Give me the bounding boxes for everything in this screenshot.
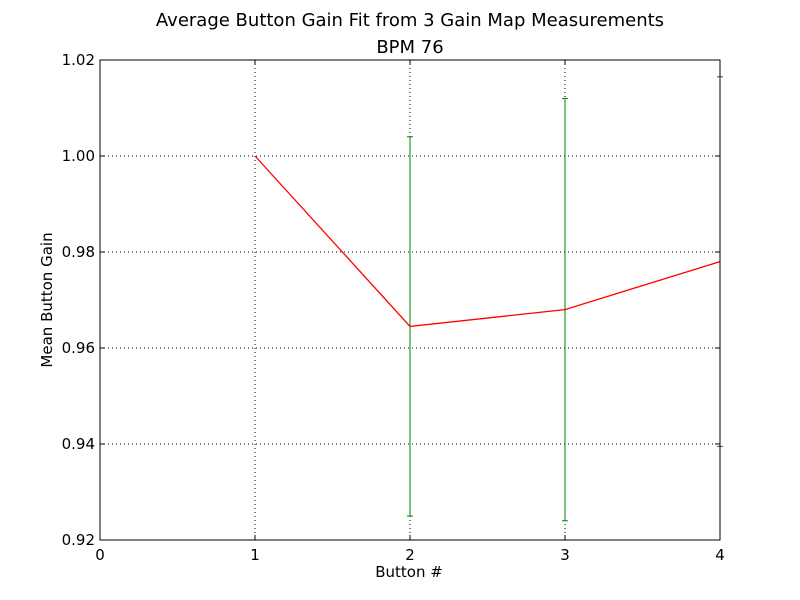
x-tick-label: 1 — [250, 546, 260, 564]
data-series-line — [254, 155, 721, 328]
plot-area: 0 1 2 3 4 0.92 0.94 0.96 0.98 1.00 1.02 — [62, 51, 725, 564]
chart-subtitle: BPM 76 — [376, 37, 443, 58]
chart-title: Average Button Gain Fit from 3 Gain Map … — [156, 10, 664, 31]
y-axis-label: Mean Button Gain — [38, 232, 56, 367]
y-tick-label: 1.00 — [62, 147, 95, 165]
x-tick-label: 3 — [560, 546, 570, 564]
y-tick-label: 0.92 — [62, 531, 95, 549]
y-tick-label: 0.96 — [62, 339, 95, 357]
y-tick-label: 0.94 — [62, 435, 95, 453]
x-axis-label: Button # — [375, 563, 443, 581]
x-tick-label: 4 — [715, 546, 725, 564]
x-tick-label: 0 — [95, 546, 105, 564]
y-tick-label: 1.02 — [62, 51, 95, 69]
x-tick-label: 2 — [405, 546, 415, 564]
y-tick-label: 0.98 — [62, 243, 95, 261]
